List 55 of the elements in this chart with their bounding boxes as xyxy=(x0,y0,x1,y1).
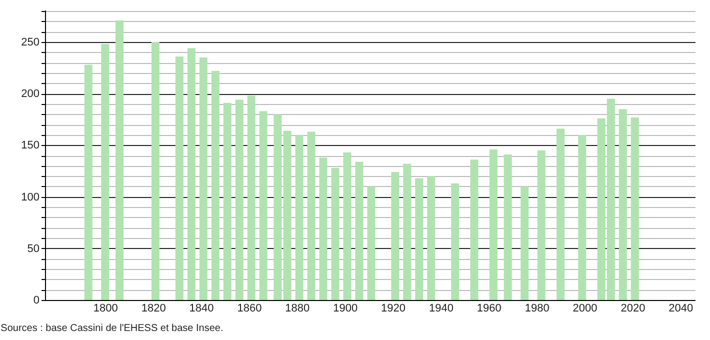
x-tick-label: 2040 xyxy=(668,302,694,314)
bar xyxy=(283,130,292,300)
y-tick-label: 100 xyxy=(21,191,40,204)
x-tick-label: 1860 xyxy=(237,302,262,314)
bar xyxy=(199,57,208,300)
bar xyxy=(187,48,196,300)
y-tick-label: 150 xyxy=(21,140,40,152)
x-tick-label: 1820 xyxy=(141,302,166,314)
y-tick-label: 250 xyxy=(21,36,40,48)
bar xyxy=(247,96,256,300)
bar xyxy=(84,64,92,300)
x-tick-label: 2000 xyxy=(572,302,598,314)
y-tick-label: 0 xyxy=(33,294,40,306)
bar xyxy=(618,109,627,300)
bar xyxy=(403,164,412,300)
bar xyxy=(367,186,376,300)
x-tick-label: 1980 xyxy=(524,302,550,314)
x-tick-label: 1920 xyxy=(381,302,406,314)
x-tick-label: 1840 xyxy=(189,302,214,314)
bar xyxy=(274,114,282,300)
bar xyxy=(259,111,268,300)
bar xyxy=(223,102,232,300)
bar xyxy=(489,149,498,300)
bar xyxy=(235,100,244,300)
bar xyxy=(355,162,364,300)
bar xyxy=(116,20,124,300)
bar xyxy=(520,186,529,300)
x-tick-label: 1880 xyxy=(285,302,310,314)
bar xyxy=(537,150,546,300)
bar xyxy=(151,42,160,300)
bar xyxy=(504,154,512,300)
bar xyxy=(307,132,316,300)
x-tick-label: 1940 xyxy=(428,302,454,314)
bar xyxy=(415,178,424,300)
x-tick-label: 1960 xyxy=(476,302,502,314)
x-tick-label: 2020 xyxy=(620,302,646,314)
x-tick-label: 1800 xyxy=(93,302,118,314)
bar xyxy=(630,117,639,300)
bar xyxy=(391,172,400,300)
y-tick-label: 50 xyxy=(27,242,40,255)
x-tick-label: 1900 xyxy=(333,302,358,314)
bar xyxy=(578,134,586,300)
bar xyxy=(295,134,304,300)
bar xyxy=(470,160,478,300)
bar xyxy=(451,183,460,300)
bar xyxy=(175,56,184,300)
bar xyxy=(427,176,436,300)
source-note: Sources : base Cassini de l'EHESS et base Insee. xyxy=(0,323,224,334)
bar xyxy=(319,158,328,300)
y-tick-label: 200 xyxy=(21,88,40,100)
bar xyxy=(331,168,340,300)
bar xyxy=(101,44,110,300)
bar xyxy=(211,70,220,300)
bar xyxy=(343,152,352,300)
bar xyxy=(556,128,565,300)
